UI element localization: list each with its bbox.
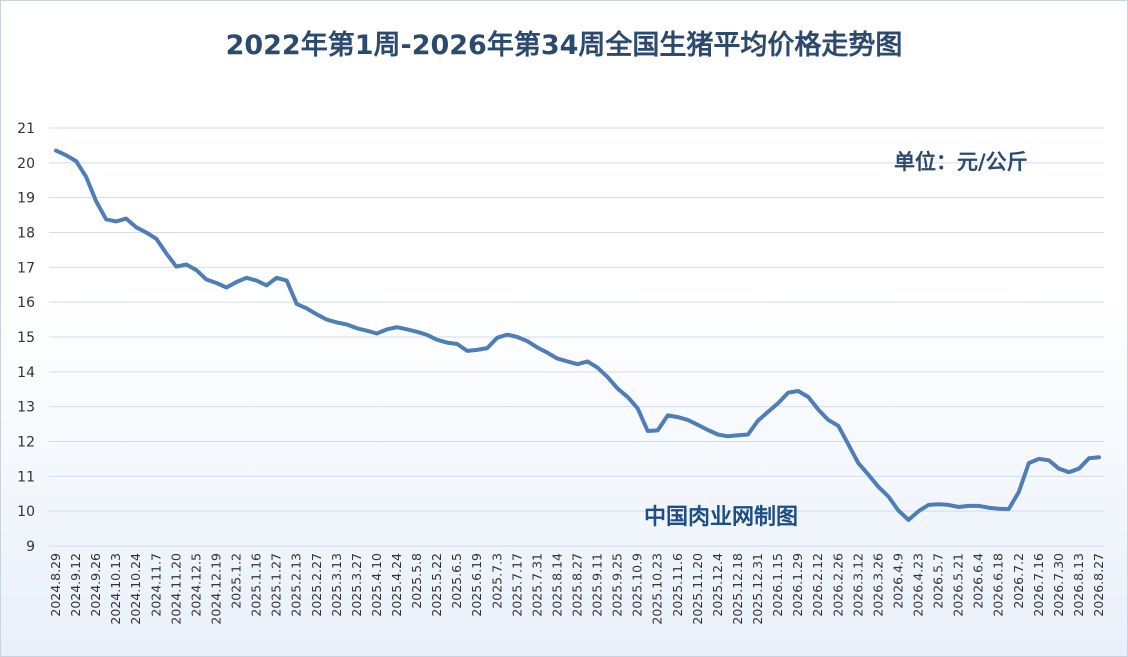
y-tick-label: 19 (17, 191, 35, 207)
x-tick-label: 2024.11.20 (168, 553, 183, 625)
series-layer (54, 148, 1101, 522)
x-tick-label: 2026.3.12 (850, 553, 865, 617)
y-tick-label: 12 (17, 435, 35, 451)
x-tick-label: 2026.7.2 (1011, 553, 1026, 609)
x-tick-label: 2025.6.19 (469, 553, 484, 617)
x-tick-label: 2026.7.16 (1031, 553, 1046, 617)
x-tick-label: 2026.8.27 (1091, 553, 1106, 617)
x-tick-label: 2025.11.6 (670, 553, 685, 617)
x-tick-label: 2025.8.14 (549, 553, 564, 617)
x-tick-label: 2024.8.29 (48, 553, 63, 617)
x-tick-label: 2025.9.25 (610, 553, 625, 617)
x-tick-label: 2025.8.27 (570, 553, 585, 617)
x-tick-label: 2025.1.16 (249, 553, 264, 617)
y-tick-label: 10 (17, 504, 35, 520)
x-tick-label: 2025.12.4 (710, 553, 725, 617)
x-tick-label: 2026.4.9 (890, 553, 905, 609)
x-tick-label: 2026.8.13 (1071, 553, 1086, 617)
price-line (54, 148, 1101, 522)
x-tick-label: 2024.12.19 (208, 553, 223, 625)
y-tick-label: 17 (17, 260, 35, 276)
y-tick-label: 21 (17, 121, 35, 137)
unit-label: 单位：元/公斤 (894, 150, 1028, 174)
x-tick-label: 2024.10.13 (108, 553, 123, 625)
x-tick-label: 2024.11.7 (148, 553, 163, 617)
x-tick-label: 2026.4.23 (910, 553, 925, 617)
x-tick-label: 2024.12.5 (188, 553, 203, 617)
x-tick-label: 2025.2.27 (309, 553, 324, 617)
x-tick-label: 2025.3.13 (329, 553, 344, 617)
x-tick-label: 2025.7.3 (489, 553, 504, 609)
x-tick-label: 2025.2.13 (289, 553, 304, 617)
x-tick-label: 2026.2.12 (810, 553, 825, 617)
x-tick-label: 2026.1.29 (790, 553, 805, 617)
x-tick-label: 2024.9.12 (68, 553, 83, 617)
x-tick-label: 2025.4.24 (389, 553, 404, 617)
x-tick-label: 2025.11.20 (690, 553, 705, 625)
x-tick-label: 2026.6.4 (971, 553, 986, 609)
x-tick-label: 2026.3.26 (870, 553, 885, 617)
y-tick-label: 11 (17, 469, 35, 485)
y-tick-label: 9 (26, 539, 35, 555)
x-tick-label: 2025.1.27 (269, 553, 284, 617)
x-tick-label: 2025.6.5 (449, 553, 464, 609)
x-tick-label: 2025.3.27 (349, 553, 364, 617)
x-tick-label: 2025.9.11 (590, 553, 605, 617)
x-axis: 2024.8.29 2024.9.12 2024.9.26 2024.10.13 202… (48, 553, 1106, 625)
source-label: 中国肉业网制图 (644, 505, 799, 530)
x-tick-label: 2024.10.24 (128, 553, 143, 625)
x-tick-label: 2026.1.15 (770, 553, 785, 617)
chart-title: 2022年第1周-2026年第34周全国生猪平均价格走势图 (225, 30, 903, 61)
x-tick-label: 2025.10.23 (650, 553, 665, 625)
x-tick-label: 2025.12.31 (750, 553, 765, 625)
x-tick-label: 2026.7.30 (1051, 553, 1066, 617)
x-tick-label: 2025.7.31 (529, 553, 544, 617)
x-tick-label: 2026.2.26 (830, 553, 845, 617)
y-tick-label: 18 (17, 226, 35, 242)
y-tick-label: 16 (17, 295, 35, 311)
y-tick-label: 14 (17, 365, 35, 381)
x-tick-label: 2026.5.21 (951, 553, 966, 617)
y-tick-label: 13 (17, 400, 35, 416)
x-tick-label: 2025.10.9 (630, 553, 645, 617)
x-tick-label: 2025.5.22 (429, 553, 444, 617)
x-tick-label: 2025.12.18 (730, 553, 745, 625)
x-tick-label: 2025.5.8 (409, 553, 424, 609)
y-axis: 9 10 11 12 13 14 15 16 17 18 19 20 21 (17, 121, 35, 555)
x-tick-label: 2024.9.26 (88, 553, 103, 617)
y-tick-label: 20 (17, 156, 35, 172)
x-tick-label: 2025.4.10 (369, 553, 384, 617)
x-tick-label: 2025.7.17 (509, 553, 524, 617)
y-tick-label: 15 (17, 330, 35, 346)
x-tick-label: 2025.1.2 (229, 553, 244, 609)
x-tick-label: 2026.6.18 (991, 553, 1006, 617)
x-tick-label: 2026.5.7 (931, 553, 946, 609)
grid-lines (49, 127, 1104, 547)
